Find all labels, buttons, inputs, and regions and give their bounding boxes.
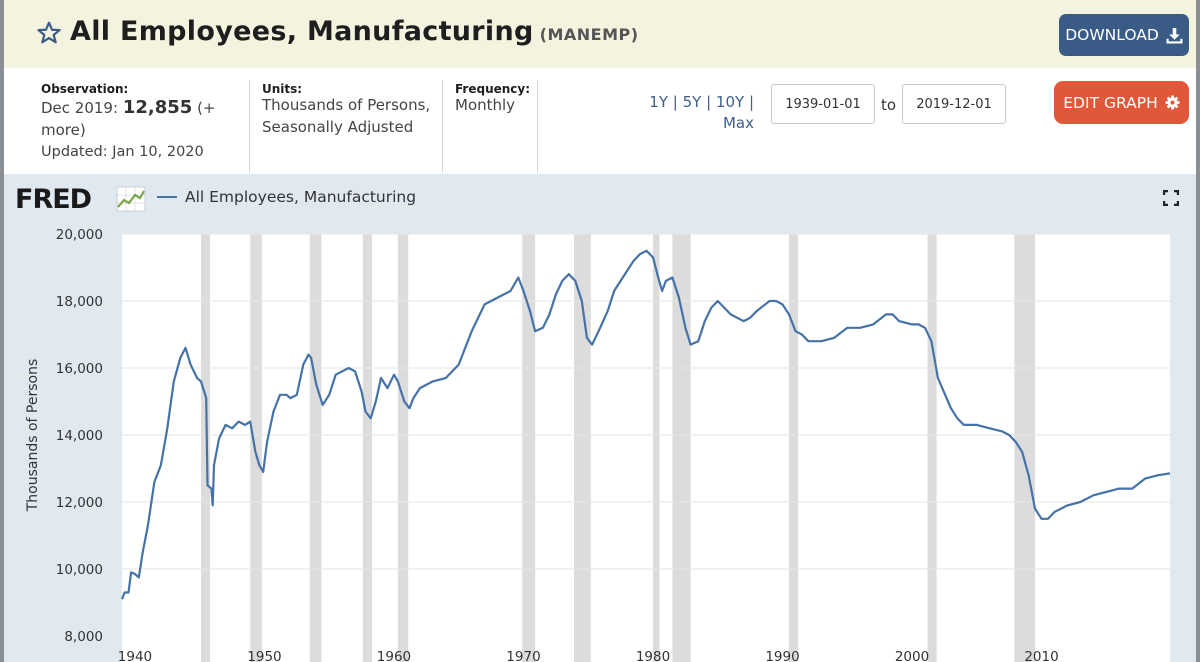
- fullscreen-icon[interactable]: [1163, 190, 1179, 206]
- frequency-label: Frequency:: [455, 82, 531, 96]
- y-tick-label: 14,000: [56, 428, 103, 444]
- y-tick-label: 12,000: [56, 495, 103, 511]
- observation-date: Dec 2019:: [41, 99, 119, 117]
- series-code: (MANEMP): [539, 25, 639, 44]
- legend-label: All Employees, Manufacturing: [185, 188, 417, 206]
- period-max[interactable]: Max: [722, 114, 754, 132]
- legend-swatch: [157, 196, 177, 198]
- period-10y[interactable]: 10Y: [715, 93, 745, 111]
- x-tick-label: 2000: [895, 649, 929, 662]
- download-button[interactable]: DOWNLOAD: [1059, 14, 1189, 56]
- updated-date: Updated: Jan 10, 2020: [41, 144, 204, 160]
- download-label: DOWNLOAD: [1065, 26, 1159, 44]
- observation-label: Observation:: [41, 82, 129, 96]
- recession-band: [573, 234, 591, 662]
- observation-value: 12,855: [122, 97, 193, 118]
- divider: [249, 80, 250, 172]
- x-axis: 1940 1950 1960 1970 1980 1990 2000 2010: [118, 649, 1059, 662]
- series-title: All Employees, Manufacturing: [70, 16, 534, 47]
- recession-band: [309, 234, 322, 662]
- divider: [442, 80, 443, 172]
- page-title: All Employees, Manufacturing (MANEMP): [70, 16, 639, 47]
- y-tick-label: 8,000: [64, 629, 103, 645]
- period-1y[interactable]: 1Y: [649, 93, 669, 111]
- fred-logo: FRED: [15, 184, 92, 215]
- end-date-input[interactable]: 2019-12-01: [902, 84, 1006, 124]
- x-tick-label: 2010: [1024, 649, 1058, 662]
- star-icon[interactable]: [36, 20, 62, 46]
- observation-block: Dec 2019: 12,855 (+ more): [41, 97, 241, 141]
- recession-band: [522, 234, 536, 662]
- start-date-input[interactable]: 1939-01-01: [771, 84, 875, 124]
- y-tick-label: 20,000: [56, 227, 103, 243]
- download-icon: [1166, 27, 1183, 43]
- gear-icon: [1165, 95, 1180, 110]
- divider: [537, 80, 538, 172]
- series-line: [120, 249, 1171, 600]
- x-tick-label: 1940: [118, 649, 152, 662]
- edit-graph-label: EDIT GRAPH: [1063, 93, 1158, 112]
- recession-band: [652, 234, 660, 662]
- recession-band: [1014, 234, 1036, 662]
- y-axis: 8,000 10,000 12,000 14,000 16,000 18,000 20,00…: [56, 227, 103, 645]
- chart: 8,000 10,000 12,000 14,000 16,000 18,000 20,00…: [25, 227, 1171, 662]
- y-tick-label: 16,000: [56, 361, 103, 377]
- chart-legend: All Employees, Manufacturing: [157, 188, 416, 206]
- frequency-value: Monthly: [455, 96, 516, 114]
- observation-more-link[interactable]: (+ more): [41, 99, 216, 139]
- title-bar: [4, 0, 1196, 68]
- period-selector: 1Y | 5Y | 10Y | Max: [649, 93, 754, 132]
- x-tick-label: 1990: [765, 649, 799, 662]
- units-label: Units:: [262, 82, 303, 96]
- x-tick-label: 1960: [377, 649, 411, 662]
- recession-band: [201, 234, 211, 662]
- recession-bands: [201, 234, 1036, 662]
- plot-background: [122, 234, 1170, 662]
- recession-band: [672, 234, 691, 662]
- recession-band: [362, 234, 372, 662]
- edit-graph-button[interactable]: EDIT GRAPH: [1054, 81, 1189, 124]
- recession-band: [250, 234, 262, 662]
- x-tick-label: 1950: [247, 649, 281, 662]
- y-axis-label: Thousands of Persons: [25, 359, 41, 513]
- fred-chart-icon: [116, 186, 146, 212]
- y-tick-label: 10,000: [56, 562, 103, 578]
- to-label: to: [881, 96, 897, 114]
- x-tick-label: 1980: [636, 649, 670, 662]
- recession-band: [397, 234, 409, 662]
- period-5y[interactable]: 5Y: [682, 93, 702, 111]
- recession-band: [788, 234, 799, 662]
- gridlines: [122, 233, 1170, 570]
- units-value: Thousands of Persons, Seasonally Adjuste…: [262, 96, 431, 136]
- y-tick-label: 18,000: [56, 294, 103, 310]
- x-tick-label: 1970: [506, 649, 540, 662]
- recession-band: [927, 234, 937, 662]
